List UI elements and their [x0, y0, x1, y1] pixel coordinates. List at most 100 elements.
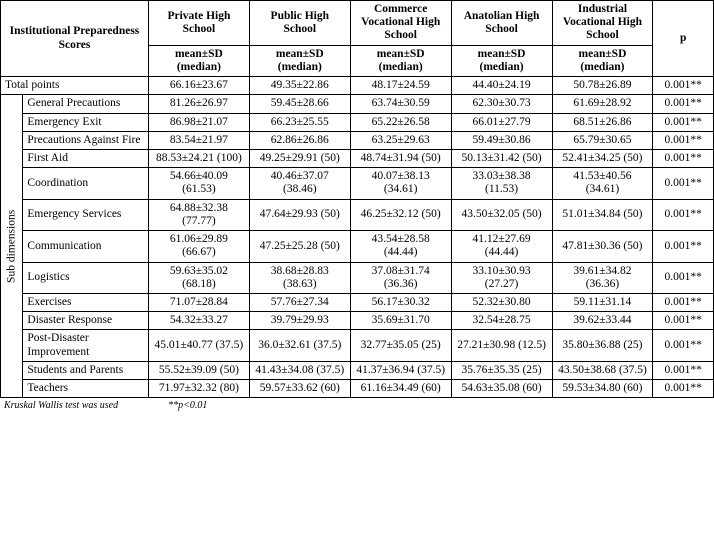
cell: 40.07±38.13 (34.61) — [350, 168, 451, 199]
col-public: Public High School — [249, 1, 350, 46]
row-label: General Precautions — [23, 95, 149, 113]
p-cell: 0.001** — [653, 361, 714, 379]
p-cell: 0.001** — [653, 199, 714, 230]
cell: 33.10±30.93 (27.27) — [451, 262, 552, 293]
col-anatolian: Anatolian High School — [451, 1, 552, 46]
sub-anatolian: mean±SD (median) — [451, 45, 552, 76]
sub-commerce: mean±SD (median) — [350, 45, 451, 76]
cell: 43.50±32.05 (50) — [451, 199, 552, 230]
cell: 61.16±34.49 (60) — [350, 380, 451, 398]
cell: 59.45±28.66 — [249, 95, 350, 113]
cell: 47.25±25.28 (50) — [249, 231, 350, 262]
cell: 51.01±34.84 (50) — [552, 199, 653, 230]
p-cell: 0.001** — [653, 168, 714, 199]
cell: 39.62±33.44 — [552, 312, 653, 330]
row-label: Communication — [23, 231, 149, 262]
table-row: Disaster Response54.32±33.2739.79±29.933… — [1, 312, 714, 330]
cell: 32.54±28.75 — [451, 312, 552, 330]
table-row: Logistics59.63±35.02 (68.18)38.68±28.83 … — [1, 262, 714, 293]
p-cell: 0.001** — [653, 231, 714, 262]
cell: 62.30±30.73 — [451, 95, 552, 113]
cell: 59.11±31.14 — [552, 293, 653, 311]
cell: 83.54±21.97 — [148, 131, 249, 149]
cell: 39.79±29.93 — [249, 312, 350, 330]
cell: 52.32±30.80 — [451, 293, 552, 311]
total-row: Total points 66.16±23.67 49.35±22.86 48.… — [1, 77, 714, 95]
row-label: First Aid — [23, 149, 149, 167]
p-cell: 0.001** — [653, 262, 714, 293]
cell: 64.88±32.38 (77.77) — [148, 199, 249, 230]
cell: 47.64±29.93 (50) — [249, 199, 350, 230]
table-row: Sub dimensionsGeneral Precautions81.26±2… — [1, 95, 714, 113]
sub-industrial: mean±SD (median) — [552, 45, 653, 76]
cell: 71.07±28.84 — [148, 293, 249, 311]
cell: 65.79±30.65 — [552, 131, 653, 149]
cell: 46.25±32.12 (50) — [350, 199, 451, 230]
row-header-label: Institutional Preparedness Scores — [1, 1, 149, 77]
cell: 62.86±26.86 — [249, 131, 350, 149]
cell: 41.12±27.69 (44.44) — [451, 231, 552, 262]
table-row: First Aid88.53±24.21 (100)49.25±29.91 (5… — [1, 149, 714, 167]
p-cell: 0.001** — [653, 312, 714, 330]
cell: 49.25±29.91 (50) — [249, 149, 350, 167]
cell: 59.53±34.80 (60) — [552, 380, 653, 398]
table-row: Communication61.06±29.89 (66.67)47.25±25… — [1, 231, 714, 262]
cell: 36.0±32.61 (37.5) — [249, 330, 350, 361]
cell: 35.76±35.35 (25) — [451, 361, 552, 379]
cell: 47.81±30.36 (50) — [552, 231, 653, 262]
p-cell: 0.001** — [653, 330, 714, 361]
subdim-label: Sub dimensions — [1, 95, 23, 398]
row-label: Students and Parents — [23, 361, 149, 379]
cell: 88.53±24.21 (100) — [148, 149, 249, 167]
cell: 45.01±40.77 (37.5) — [148, 330, 249, 361]
footnote: Kruskal Wallis test was used **p<0.01 — [0, 398, 714, 411]
cell: 56.17±30.32 — [350, 293, 451, 311]
row-label: Precautions Against Fire — [23, 131, 149, 149]
cell: 81.26±26.97 — [148, 95, 249, 113]
cell: 63.74±30.59 — [350, 95, 451, 113]
total-p: 0.001** — [653, 77, 714, 95]
cell: 41.53±40.56 (34.61) — [552, 168, 653, 199]
p-cell: 0.001** — [653, 113, 714, 131]
cell: 33.03±38.38 (11.53) — [451, 168, 552, 199]
cell: 59.57±33.62 (60) — [249, 380, 350, 398]
row-label: Teachers — [23, 380, 149, 398]
preparedness-table: Institutional Preparedness Scores Privat… — [0, 0, 714, 398]
cell: 61.69±28.92 — [552, 95, 653, 113]
col-p: p — [653, 1, 714, 77]
cell: 57.76±27.34 — [249, 293, 350, 311]
cell: 54.63±35.08 (60) — [451, 380, 552, 398]
row-label: Exercises — [23, 293, 149, 311]
cell: 37.08±31.74 (36.36) — [350, 262, 451, 293]
cell: 55.52±39.09 (50) — [148, 361, 249, 379]
p-cell: 0.001** — [653, 149, 714, 167]
cell: 41.43±34.08 (37.5) — [249, 361, 350, 379]
cell: 54.32±33.27 — [148, 312, 249, 330]
cell: 38.68±28.83 (38.63) — [249, 262, 350, 293]
cell: 71.97±32.32 (80) — [148, 380, 249, 398]
cell: 35.80±36.88 (25) — [552, 330, 653, 361]
sub-public: mean±SD (median) — [249, 45, 350, 76]
cell: 27.21±30.98 (12.5) — [451, 330, 552, 361]
cell: 66.23±25.55 — [249, 113, 350, 131]
col-commerce: Commerce Vocational High School — [350, 1, 451, 46]
total-c4: 50.78±26.89 — [552, 77, 653, 95]
total-c2: 48.17±24.59 — [350, 77, 451, 95]
cell: 59.49±30.86 — [451, 131, 552, 149]
cell: 59.63±35.02 (68.18) — [148, 262, 249, 293]
cell: 35.69±31.70 — [350, 312, 451, 330]
table-row: Emergency Exit86.98±21.0766.23±25.5565.2… — [1, 113, 714, 131]
cell: 63.25±29.63 — [350, 131, 451, 149]
row-label: Disaster Response — [23, 312, 149, 330]
total-c3: 44.40±24.19 — [451, 77, 552, 95]
cell: 43.50±38.68 (37.5) — [552, 361, 653, 379]
col-industrial: Industrial Vocational High School — [552, 1, 653, 46]
p-cell: 0.001** — [653, 293, 714, 311]
sub-private: mean±SD (median) — [148, 45, 249, 76]
cell: 61.06±29.89 (66.67) — [148, 231, 249, 262]
table-row: Exercises71.07±28.8457.76±27.3456.17±30.… — [1, 293, 714, 311]
header-row-1: Institutional Preparedness Scores Privat… — [1, 1, 714, 46]
table-row: Post-Disaster Improvement45.01±40.77 (37… — [1, 330, 714, 361]
footnote-left: Kruskal Wallis test was used — [4, 400, 118, 411]
table-row: Students and Parents55.52±39.09 (50)41.4… — [1, 361, 714, 379]
